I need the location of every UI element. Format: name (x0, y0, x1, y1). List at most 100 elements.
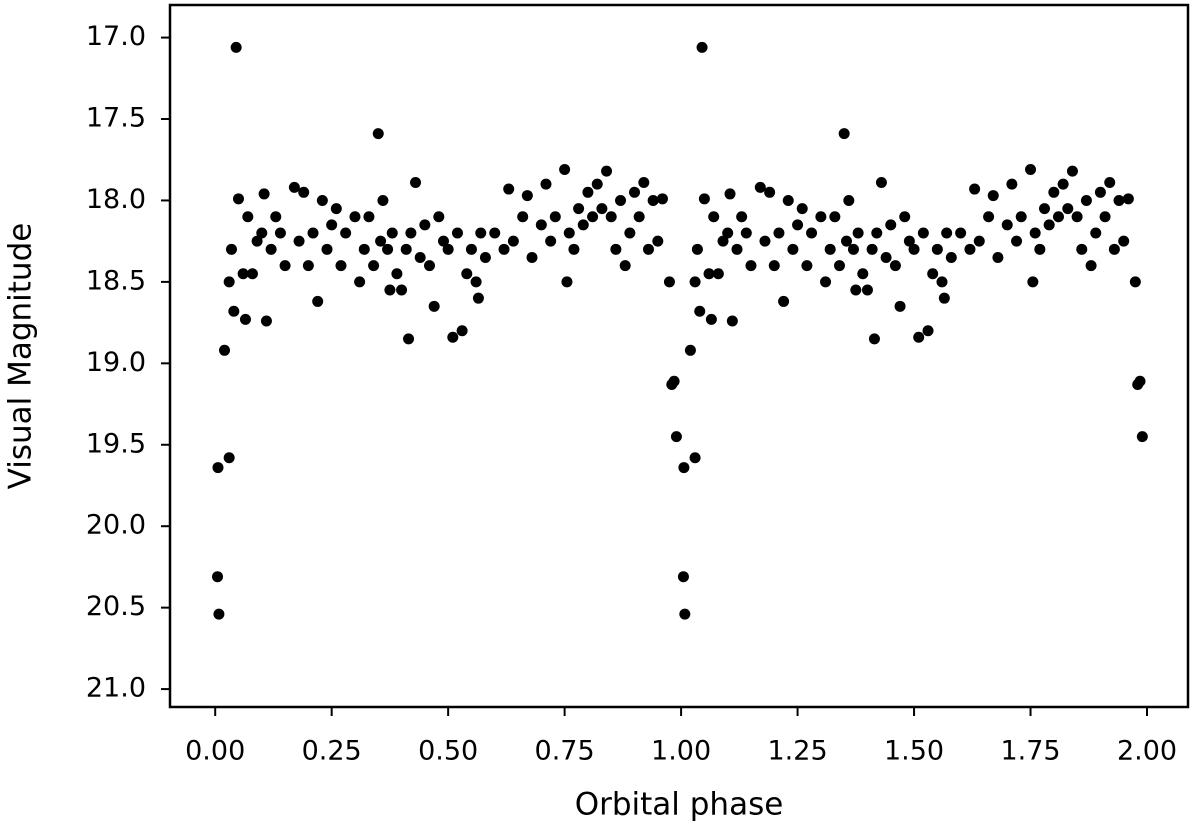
x-tick-label: 0.25 (302, 736, 362, 767)
data-point (470, 276, 482, 288)
data-point (829, 211, 841, 223)
data-point (396, 284, 408, 296)
data-point (437, 235, 449, 247)
data-point (722, 227, 734, 239)
data-point (377, 194, 389, 206)
x-tick-label: 1.00 (651, 736, 711, 767)
data-point (568, 243, 580, 255)
data-point (242, 211, 254, 223)
data-point (414, 251, 426, 263)
data-point (312, 295, 324, 307)
data-point (834, 260, 846, 272)
y-tick-label: 17.0 (86, 21, 146, 52)
data-point (815, 211, 827, 223)
x-tick-label: 1.75 (1000, 736, 1060, 767)
data-point (689, 452, 701, 464)
data-point (850, 284, 862, 296)
data-point (615, 194, 627, 206)
data-point (1029, 227, 1041, 239)
data-point (894, 300, 906, 312)
y-tick-label: 19.5 (86, 428, 146, 459)
data-point (638, 177, 650, 189)
data-point (559, 164, 571, 176)
data-point (806, 227, 818, 239)
data-point (678, 462, 690, 474)
data-point (354, 276, 366, 288)
data-point (656, 193, 668, 205)
data-point (1062, 203, 1074, 215)
data-point (451, 227, 463, 239)
data-point (479, 251, 491, 263)
data-point (447, 331, 459, 343)
data-point (225, 243, 237, 255)
data-point (1039, 203, 1051, 215)
data-point (472, 292, 484, 304)
data-point (1136, 431, 1148, 443)
data-point (219, 344, 231, 356)
data-point (670, 431, 682, 443)
data-point (223, 276, 235, 288)
data-point (561, 276, 573, 288)
data-point (442, 243, 454, 255)
data-point (433, 211, 445, 223)
data-point (908, 243, 920, 255)
data-point (256, 227, 268, 239)
data-point (663, 276, 675, 288)
y-tick-label: 21.0 (86, 673, 146, 704)
data-point (899, 211, 911, 223)
data-point (792, 219, 804, 231)
data-point (503, 183, 515, 195)
data-point (526, 251, 538, 263)
data-point (969, 183, 981, 195)
data-point (852, 227, 864, 239)
data-point (246, 268, 258, 280)
data-point (610, 243, 622, 255)
data-point (1090, 227, 1102, 239)
data-point (696, 41, 708, 53)
data-point (391, 268, 403, 280)
data-point (517, 211, 529, 223)
data-point (230, 41, 242, 53)
data-point (358, 243, 370, 255)
data-point (251, 235, 263, 247)
data-point (820, 276, 832, 288)
data-point (633, 211, 645, 223)
x-tick-label: 1.25 (768, 736, 828, 767)
data-point (521, 190, 533, 202)
data-point (759, 235, 771, 247)
data-point (1027, 276, 1039, 288)
data-point (787, 243, 799, 255)
data-point (545, 235, 557, 247)
data-point (992, 251, 1004, 263)
data-point (386, 227, 398, 239)
data-point (1134, 375, 1146, 387)
y-tick-label: 18.0 (86, 184, 146, 215)
data-point (689, 276, 701, 288)
data-point (768, 260, 780, 272)
data-point (983, 211, 995, 223)
data-point (605, 211, 617, 223)
data-point (475, 227, 487, 239)
data-point (428, 300, 440, 312)
data-point (228, 305, 240, 317)
data-point (955, 227, 967, 239)
data-point (677, 571, 689, 583)
data-point (403, 333, 415, 345)
data-point (489, 227, 501, 239)
data-point (293, 235, 305, 247)
data-point (326, 219, 338, 231)
data-point (1011, 235, 1023, 247)
data-point (868, 333, 880, 345)
data-point (340, 227, 352, 239)
data-point (587, 211, 599, 223)
data-point (382, 243, 394, 255)
data-point (861, 284, 873, 296)
data-point (931, 243, 943, 255)
data-point (400, 243, 412, 255)
data-point (694, 305, 706, 317)
data-point (213, 608, 225, 620)
data-point (302, 260, 314, 272)
data-point (796, 203, 808, 215)
data-point (624, 227, 636, 239)
data-point (372, 128, 384, 140)
